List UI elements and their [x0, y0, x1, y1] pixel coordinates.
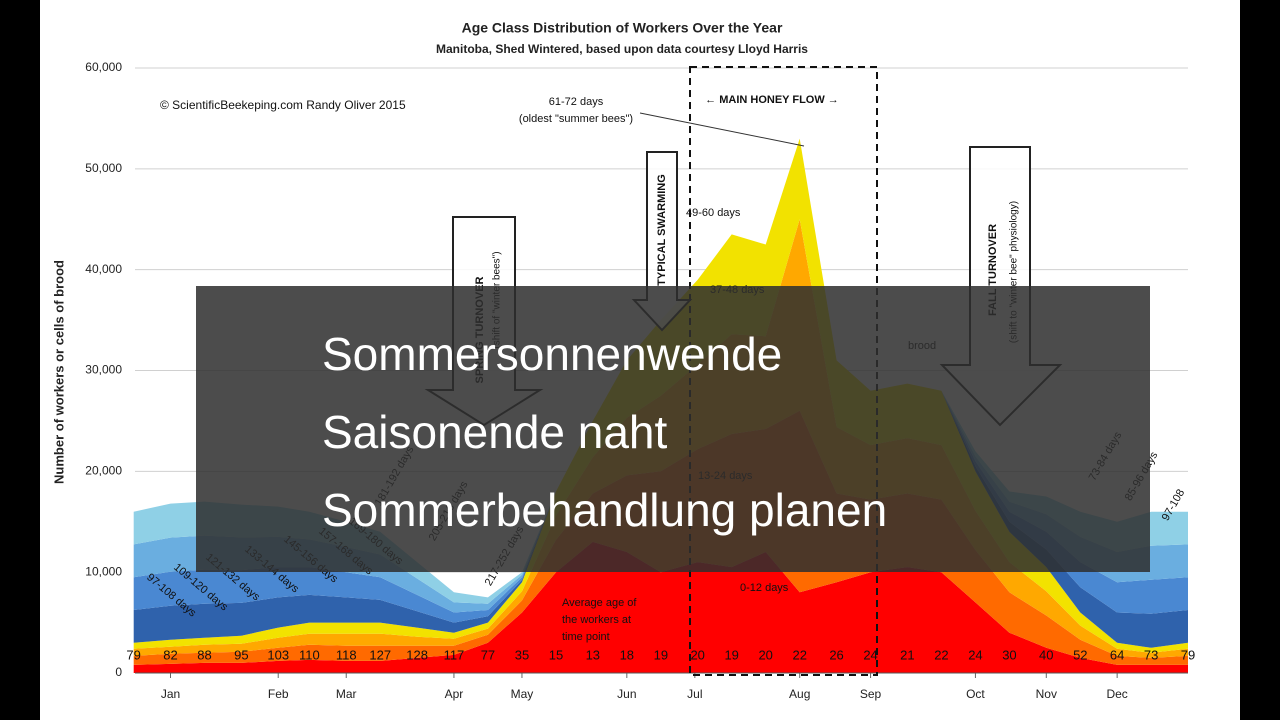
y-axis-label: Number of workers or cells of brood: [51, 260, 66, 484]
age-label: 15: [549, 647, 563, 662]
age-label: 22: [792, 647, 806, 662]
series-label: 49-60 days: [686, 207, 741, 219]
age-label: 24: [968, 647, 982, 662]
area-series: [133, 138, 1189, 623]
y-tick-label: 50,000: [85, 161, 122, 175]
age-label: 26: [829, 647, 843, 662]
age-label: 110: [299, 647, 320, 662]
age-label: 20: [758, 647, 772, 662]
x-tick-label: Apr: [445, 687, 464, 701]
age-label: 20: [690, 647, 704, 662]
x-tick-label: Mar: [336, 687, 357, 701]
x-tick-label: Nov: [1036, 687, 1057, 701]
age-label: 82: [163, 647, 177, 662]
age-label: 19: [654, 647, 668, 662]
labels: Age Class Distribution of Workers Over t…: [51, 20, 808, 484]
age-label: 103: [267, 647, 289, 662]
age-label: 30: [1002, 647, 1016, 662]
age-label: 88: [197, 647, 211, 662]
age-label: 95: [234, 647, 248, 662]
series-label: 0-12 days: [740, 582, 789, 594]
age-label: 64: [1110, 647, 1124, 662]
y-tick-label: 60,000: [85, 60, 122, 74]
x-tick-label: Jan: [161, 687, 180, 701]
age-label: 79: [1181, 647, 1195, 662]
overlay-line: Sommerbehandlung planen: [322, 484, 887, 536]
callout-line: [639, 112, 805, 147]
y-tick-label: 40,000: [85, 262, 122, 276]
age-label: 22: [934, 647, 948, 662]
area-series: [133, 138, 1189, 648]
y-tick-label: 10,000: [85, 564, 122, 578]
overlay-line: Sommersonnenwende: [322, 328, 782, 380]
age-label: 79: [126, 647, 140, 662]
x-tick-label: Dec: [1106, 687, 1127, 701]
x-tick-label: May: [511, 687, 534, 701]
age-label: 40: [1039, 647, 1053, 662]
age-label: 73: [1144, 647, 1158, 662]
y-tick-label: 30,000: [85, 363, 122, 377]
age-label: 13: [586, 647, 600, 662]
annotation: © ScientificBeekeping.com Randy Oliver 2…: [160, 98, 406, 112]
age-label: 77: [481, 647, 495, 662]
annotation: 61-72 days: [549, 96, 604, 108]
x-tick-label: Jun: [617, 687, 636, 701]
x-tick-label: Jul: [687, 687, 702, 701]
x-tick-label: Aug: [789, 687, 810, 701]
area-series: [133, 541, 1189, 673]
x-tick-label: Sep: [860, 687, 882, 701]
chart-title: Age Class Distribution of Workers Over t…: [462, 20, 783, 36]
overlay-box: [196, 286, 1150, 572]
chart-subtitle: Manitoba, Shed Wintered, based upon data…: [436, 42, 808, 56]
annotation: (oldest "summer bees"): [519, 113, 633, 125]
age-label: 19: [724, 647, 738, 662]
age-label: 18: [620, 647, 634, 662]
annotation: Average age of: [562, 597, 637, 609]
annotation: TYPICAL SWARMING: [656, 174, 668, 286]
age-label: 127: [369, 647, 391, 662]
annotation: the workers at: [562, 614, 631, 626]
annotation: time point: [562, 631, 610, 643]
age-label: 35: [515, 647, 529, 662]
age-label: 21: [900, 647, 914, 662]
age-label: 117: [444, 647, 465, 662]
x-tick-label: Oct: [966, 687, 985, 701]
y-tick-label: 20,000: [85, 464, 122, 478]
annotation: ← MAIN HONEY FLOW →: [705, 94, 839, 106]
y-tick-label: 0: [115, 665, 122, 679]
age-label: 128: [406, 647, 428, 662]
annotation: (shift to "winter bee" physiology): [1009, 201, 1020, 343]
age-label: 52: [1073, 647, 1087, 662]
age-label: 24: [863, 647, 877, 662]
overlay-line: Saisonende naht: [322, 406, 668, 458]
x-tick-label: Feb: [268, 687, 289, 701]
age-label: 118: [336, 647, 357, 662]
